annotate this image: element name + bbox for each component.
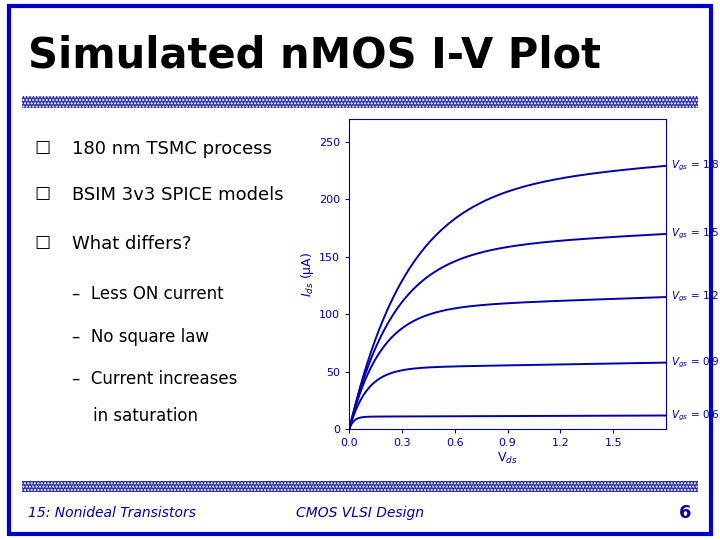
Text: $V_{gs}$ = 1.8: $V_{gs}$ = 1.8 (671, 159, 720, 173)
Text: $V_{gs}$ = 0.6: $V_{gs}$ = 0.6 (671, 408, 720, 423)
Text: ☐: ☐ (35, 140, 50, 158)
Text: $V_{gs}$ = 1.2: $V_{gs}$ = 1.2 (671, 290, 719, 304)
Text: Simulated nMOS I-V Plot: Simulated nMOS I-V Plot (28, 35, 601, 76)
Text: CMOS VLSI Design: CMOS VLSI Design (296, 506, 424, 519)
Text: What differs?: What differs? (72, 235, 192, 253)
X-axis label: V$_{ds}$: V$_{ds}$ (498, 451, 518, 466)
Text: –  Less ON current: – Less ON current (72, 285, 224, 303)
Text: $V_{gs}$ = 1.5: $V_{gs}$ = 1.5 (671, 227, 720, 241)
Text: 180 nm TSMC process: 180 nm TSMC process (72, 140, 272, 158)
Text: ☐: ☐ (35, 186, 50, 204)
Text: BSIM 3v3 SPICE models: BSIM 3v3 SPICE models (72, 186, 284, 204)
Text: $V_{gs}$ = 0.9: $V_{gs}$ = 0.9 (671, 355, 720, 370)
Text: –  No square law: – No square law (72, 327, 210, 346)
Text: 6: 6 (679, 504, 692, 522)
Y-axis label: $I_{ds}$ (μA): $I_{ds}$ (μA) (300, 252, 316, 296)
Text: –  Current increases: – Current increases (72, 370, 238, 388)
Text: ☐: ☐ (35, 235, 50, 253)
Text: in saturation: in saturation (72, 407, 198, 424)
Text: 15: Nonideal Transistors: 15: Nonideal Transistors (28, 506, 197, 519)
